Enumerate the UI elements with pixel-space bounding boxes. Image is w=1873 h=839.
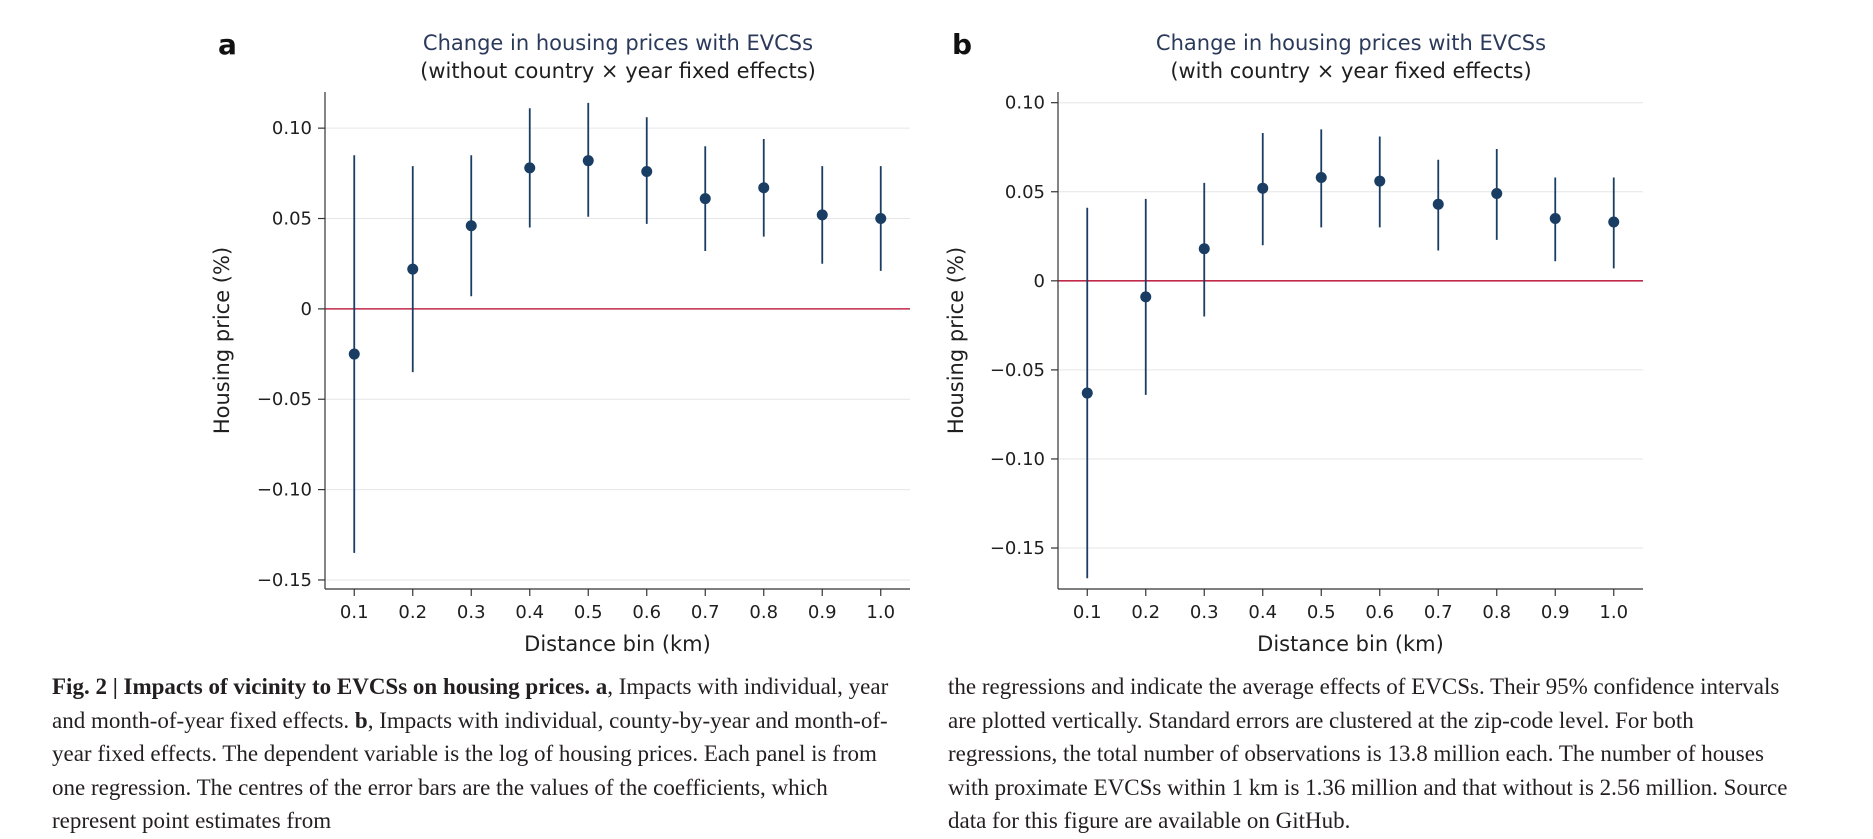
data-point	[641, 166, 653, 178]
data-point	[875, 213, 887, 225]
caption-panel-b-text: , Impacts with individual, county-by-yea…	[52, 707, 888, 834]
data-point	[524, 162, 536, 174]
y-tick-label: 0.10	[272, 118, 312, 139]
x-axis-title: Distance bin (km)	[524, 632, 711, 656]
x-axis-title: Distance bin (km)	[1257, 632, 1444, 656]
x-tick-label: 0.4	[515, 602, 544, 623]
x-tick-label: 0.8	[749, 602, 778, 623]
x-tick-label: 0.4	[1248, 602, 1277, 623]
x-tick-label: 0.2	[1131, 602, 1160, 623]
y-tick-label: 0.05	[1005, 182, 1045, 203]
data-point	[1140, 291, 1152, 303]
data-point	[582, 155, 594, 167]
y-tick-label: −0.05	[257, 389, 312, 410]
x-tick-label: 0.3	[1190, 602, 1219, 623]
x-tick-label: 0.9	[1541, 602, 1570, 623]
x-tick-label: 0.1	[340, 602, 369, 623]
x-tick-label: 0.2	[398, 602, 427, 623]
caption-panel-a-text: , Impacts with individual, year and mont…	[52, 674, 889, 733]
data-point	[1491, 188, 1503, 200]
data-point	[1257, 182, 1269, 194]
panel-b: b Change in housing prices with EVCSs (wit…	[944, 28, 1643, 656]
figure-caption-left: Fig. 2 | Impacts of vicinity to EVCSs on…	[52, 670, 912, 838]
data-point	[1549, 212, 1561, 224]
caption-panel-b-label: b	[354, 707, 368, 733]
data-point	[699, 193, 711, 205]
panel-label: a	[218, 28, 237, 61]
chart-subtitle: (without country × year fixed effects)	[420, 59, 816, 83]
x-tick-label: 1.0	[866, 602, 895, 623]
x-tick-label: 1.0	[1599, 602, 1628, 623]
data-point	[1374, 175, 1386, 187]
data-point	[1608, 216, 1620, 228]
figure-canvas: a Change in housing prices with EVCSs (wit…	[210, 28, 1643, 656]
chart-subtitle: (with country × year fixed effects)	[1170, 59, 1531, 83]
caption-panel-a-label: a	[595, 674, 608, 699]
data-point	[1198, 243, 1210, 255]
figure-caption-right: the regressions and indicate the average…	[948, 670, 1808, 838]
y-tick-label: 0	[1034, 271, 1045, 292]
data-point	[816, 209, 828, 221]
x-tick-label: 0.1	[1073, 602, 1102, 623]
data-point	[758, 182, 770, 194]
data-point	[1432, 198, 1444, 210]
y-axis-title: Housing price (%)	[210, 247, 234, 434]
data-point	[1315, 172, 1327, 184]
caption-figure-label: Fig. 2 | Impacts of vicinity to EVCSs on…	[52, 674, 590, 699]
x-tick-label: 0.3	[457, 602, 486, 623]
y-tick-label: −0.10	[990, 449, 1045, 470]
chart-title: Change in housing prices with EVCSs	[1156, 31, 1546, 55]
y-tick-label: 0.05	[272, 209, 312, 230]
y-tick-label: −0.15	[257, 570, 312, 591]
x-tick-label: 0.6	[632, 602, 661, 623]
chart-title: Change in housing prices with EVCSs	[423, 31, 813, 55]
x-tick-label: 0.5	[1307, 602, 1336, 623]
x-tick-label: 0.9	[808, 602, 837, 623]
x-tick-label: 0.7	[691, 602, 720, 623]
data-point	[407, 263, 419, 275]
y-axis-title: Housing price (%)	[944, 247, 968, 434]
data-point	[465, 220, 477, 232]
y-tick-label: −0.05	[990, 360, 1045, 381]
caption-right-text: the regressions and indicate the average…	[948, 674, 1788, 833]
x-tick-label: 0.5	[574, 602, 603, 623]
data-point	[348, 348, 360, 360]
x-tick-label: 0.7	[1424, 602, 1453, 623]
panel-a: a Change in housing prices with EVCSs (wit…	[210, 28, 910, 656]
panel-label: b	[952, 28, 972, 61]
y-tick-label: 0	[301, 299, 312, 320]
x-tick-label: 0.6	[1365, 602, 1394, 623]
y-tick-label: 0.10	[1005, 93, 1045, 114]
x-tick-label: 0.8	[1482, 602, 1511, 623]
y-tick-label: −0.10	[257, 480, 312, 501]
y-tick-label: −0.15	[990, 538, 1045, 559]
data-point	[1081, 387, 1093, 399]
